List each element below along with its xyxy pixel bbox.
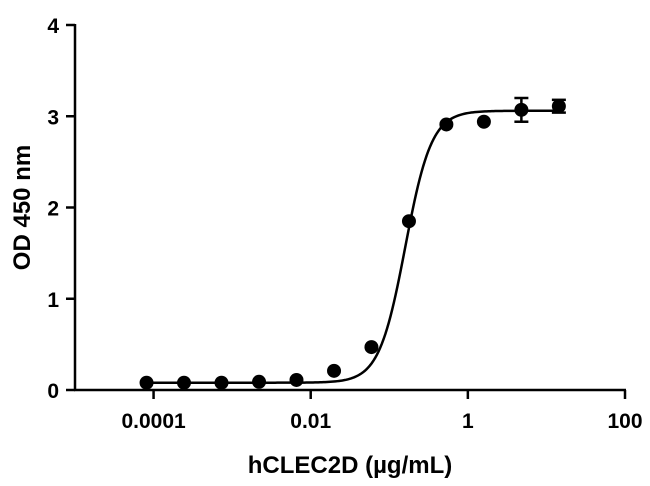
data-point	[476, 114, 491, 129]
y-tick-label: 4	[47, 15, 59, 38]
data-point	[139, 375, 154, 390]
y-axis: 0 1 2 3 4	[47, 15, 77, 403]
x-tick-label: 0.01	[290, 410, 331, 433]
y-ticks: 0 1 2 3 4	[47, 15, 75, 403]
data-point	[214, 375, 229, 390]
x-ticks: 0.0001 0.01 1 100	[121, 390, 643, 433]
x-tick-label: 0.0001	[121, 410, 186, 433]
data-point	[551, 99, 566, 114]
y-tick-label: 3	[47, 106, 59, 129]
data-point	[514, 102, 529, 117]
y-tick-label: 2	[47, 198, 59, 221]
y-tick-label: 0	[47, 380, 59, 403]
y-tick-label: 1	[47, 289, 59, 312]
data-point	[439, 117, 454, 132]
data-point	[289, 372, 304, 387]
data-points	[139, 96, 566, 390]
x-axis: 0.0001 0.01 1 100	[74, 388, 643, 433]
data-point	[177, 375, 192, 390]
x-tick-label: 100	[607, 410, 642, 433]
x-tick-label: 1	[462, 410, 474, 433]
data-point	[327, 363, 342, 378]
fit-curve	[146, 109, 559, 384]
data-point	[364, 340, 379, 355]
data-point	[401, 214, 416, 229]
x-axis-title: hCLEC2D (µg/mL)	[248, 452, 452, 479]
y-axis-title: OD 450 nm	[9, 145, 36, 270]
data-point	[252, 374, 267, 389]
